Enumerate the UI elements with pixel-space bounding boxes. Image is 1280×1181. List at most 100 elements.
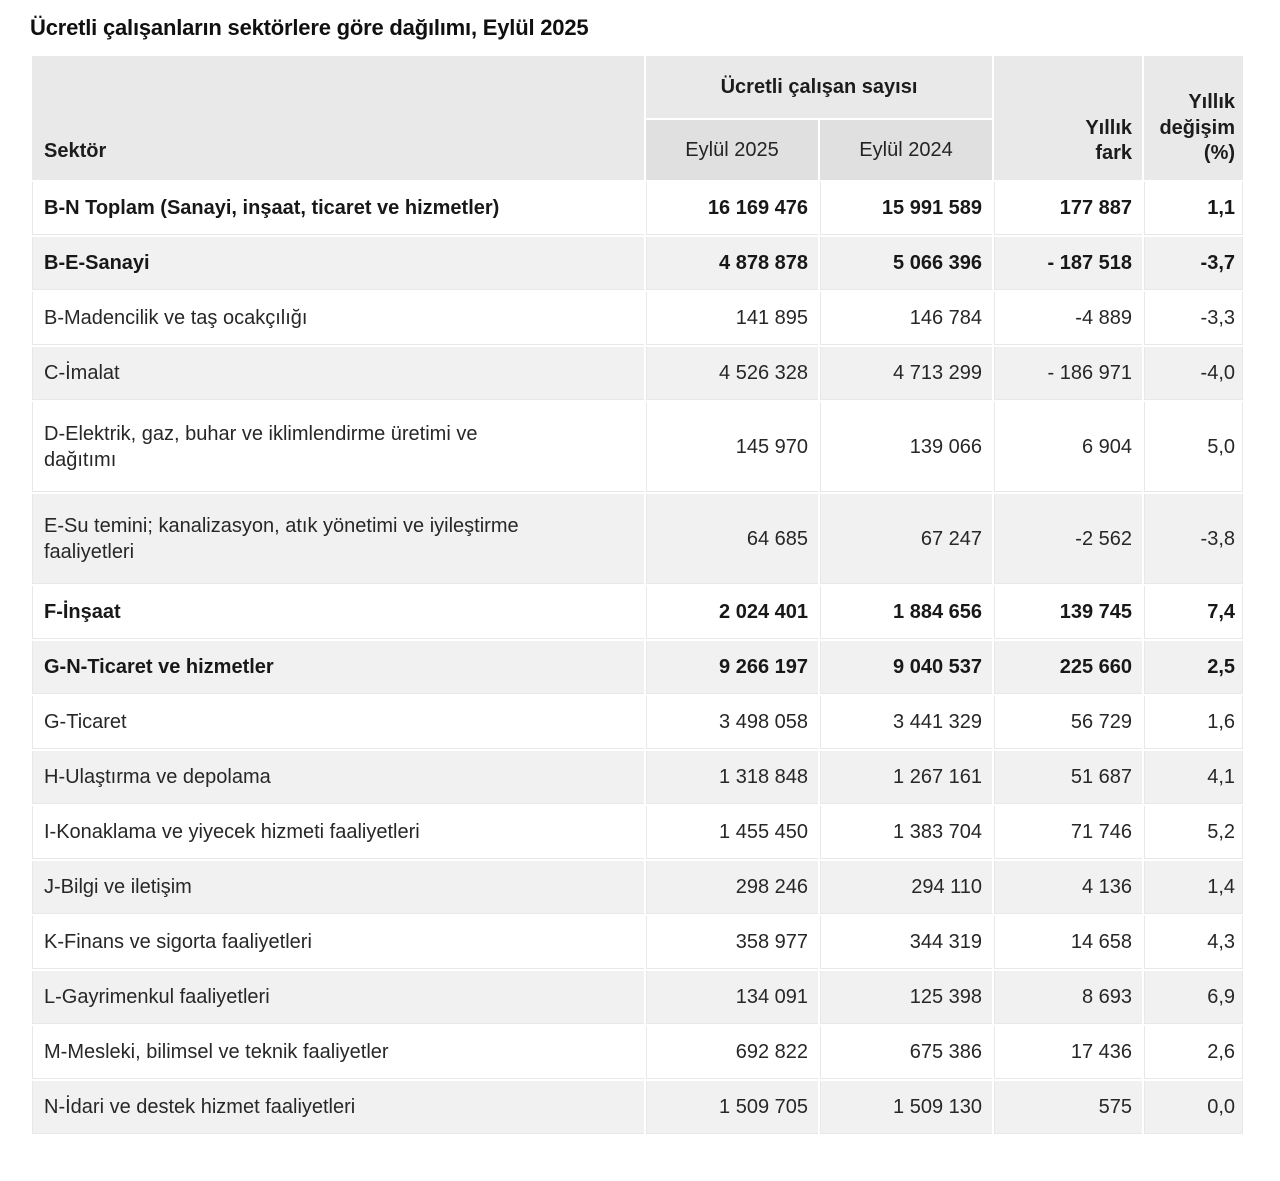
table-row: J-Bilgi ve iletişim 298 246 294 110 4 13… xyxy=(32,861,1244,914)
table-row: H-Ulaştırma ve depolama 1 318 848 1 267 … xyxy=(32,751,1244,804)
sector-cell: C-İmalat xyxy=(32,347,644,400)
col-header-annual-diff: Yıllık fark xyxy=(994,56,1143,180)
diff-cell: 4 136 xyxy=(994,861,1143,914)
value-2024-cell: 675 386 xyxy=(820,1026,993,1079)
value-2025-cell: 2 024 401 xyxy=(646,586,818,639)
pct-cell: -4,0 xyxy=(1144,347,1244,400)
sector-cell: M-Mesleki, bilimsel ve teknik faaliyetle… xyxy=(32,1026,644,1079)
pct-cell: 2,5 xyxy=(1144,641,1244,694)
value-2025-cell: 1 455 450 xyxy=(646,806,818,859)
sector-cell: B-Madencilik ve taş ocakçılığı xyxy=(32,292,644,345)
table-row: I-Konaklama ve yiyecek hizmeti faaliyetl… xyxy=(32,806,1244,859)
value-2024-cell: 294 110 xyxy=(820,861,993,914)
value-2024-cell: 146 784 xyxy=(820,292,993,345)
col-header-sector: Sektör xyxy=(32,56,644,180)
pct-cell: 4,1 xyxy=(1144,751,1244,804)
pct-cell: 4,3 xyxy=(1144,916,1244,969)
sector-cell: J-Bilgi ve iletişim xyxy=(32,861,644,914)
value-2024-cell: 5 066 396 xyxy=(820,237,993,290)
pct-cell: 6,9 xyxy=(1144,971,1244,1024)
pct-cell: 1,1 xyxy=(1144,182,1244,235)
diff-cell: 575 xyxy=(994,1081,1143,1134)
value-2024-cell: 15 991 589 xyxy=(820,182,993,235)
value-2024-cell: 344 319 xyxy=(820,916,993,969)
value-2024-cell: 9 040 537 xyxy=(820,641,993,694)
value-2025-cell: 64 685 xyxy=(646,494,818,584)
diff-cell: 51 687 xyxy=(994,751,1143,804)
diff-cell: 8 693 xyxy=(994,971,1143,1024)
value-2024-cell: 1 884 656 xyxy=(820,586,993,639)
pct-cell: 0,0 xyxy=(1144,1081,1244,1134)
value-2024-cell: 67 247 xyxy=(820,494,993,584)
sector-cell: B-N Toplam (Sanayi, inşaat, ticaret ve h… xyxy=(32,182,644,235)
pct-cell: -3,8 xyxy=(1144,494,1244,584)
diff-cell: 177 887 xyxy=(994,182,1143,235)
value-2025-cell: 3 498 058 xyxy=(646,696,818,749)
diff-cell: 17 436 xyxy=(994,1026,1143,1079)
value-2025-cell: 16 169 476 xyxy=(646,182,818,235)
table-row: L-Gayrimenkul faaliyetleri 134 091 125 3… xyxy=(32,971,1244,1024)
diff-cell: 71 746 xyxy=(994,806,1143,859)
col-header-annual-change-pct: Yıllık değişim (%) xyxy=(1144,56,1244,180)
table-row: B-N Toplam (Sanayi, inşaat, ticaret ve h… xyxy=(32,182,1244,235)
table-row: B-E-Sanayi 4 878 878 5 066 396 - 187 518… xyxy=(32,237,1244,290)
value-2024-cell: 4 713 299 xyxy=(820,347,993,400)
page: Ücretli çalışanların sektörlere göre dağ… xyxy=(30,15,1246,1136)
value-2025-cell: 9 266 197 xyxy=(646,641,818,694)
diff-cell: - 187 518 xyxy=(994,237,1143,290)
value-2025-cell: 4 526 328 xyxy=(646,347,818,400)
sector-cell: I-Konaklama ve yiyecek hizmeti faaliyetl… xyxy=(32,806,644,859)
diff-cell: - 186 971 xyxy=(994,347,1143,400)
diff-cell: 225 660 xyxy=(994,641,1143,694)
col-header-employee-count-group: Ücretli çalışan sayısı xyxy=(646,56,993,118)
col-header-sep-2025: Eylül 2025 xyxy=(646,120,818,180)
pct-cell: -3,3 xyxy=(1144,292,1244,345)
pct-cell: 5,0 xyxy=(1144,402,1244,492)
value-2025-cell: 1 318 848 xyxy=(646,751,818,804)
sector-cell: E-Su temini; kanalizasyon, atık yönetimi… xyxy=(32,494,644,584)
value-2025-cell: 298 246 xyxy=(646,861,818,914)
value-2025-cell: 4 878 878 xyxy=(646,237,818,290)
pct-cell: 1,4 xyxy=(1144,861,1244,914)
sector-cell: F-İnşaat xyxy=(32,586,644,639)
sector-cell: B-E-Sanayi xyxy=(32,237,644,290)
sector-cell: K-Finans ve sigorta faaliyetleri xyxy=(32,916,644,969)
diff-cell: -4 889 xyxy=(994,292,1143,345)
value-2025-cell: 692 822 xyxy=(646,1026,818,1079)
table-row: B-Madencilik ve taş ocakçılığı 141 895 1… xyxy=(32,292,1244,345)
diff-cell: 6 904 xyxy=(994,402,1143,492)
value-2025-cell: 141 895 xyxy=(646,292,818,345)
table-row: G-Ticaret 3 498 058 3 441 329 56 729 1,6 xyxy=(32,696,1244,749)
pct-cell: 7,4 xyxy=(1144,586,1244,639)
pct-cell: -3,7 xyxy=(1144,237,1244,290)
table-row: C-İmalat 4 526 328 4 713 299 - 186 971 -… xyxy=(32,347,1244,400)
value-2024-cell: 139 066 xyxy=(820,402,993,492)
diff-cell: 14 658 xyxy=(994,916,1143,969)
value-2025-cell: 145 970 xyxy=(646,402,818,492)
value-2025-cell: 134 091 xyxy=(646,971,818,1024)
diff-cell: 56 729 xyxy=(994,696,1143,749)
value-2024-cell: 1 383 704 xyxy=(820,806,993,859)
pct-cell: 5,2 xyxy=(1144,806,1244,859)
diff-cell: -2 562 xyxy=(994,494,1143,584)
table-row: K-Finans ve sigorta faaliyetleri 358 977… xyxy=(32,916,1244,969)
sector-distribution-table: Sektör Ücretli çalışan sayısı Yıllık far… xyxy=(30,54,1246,1136)
sector-cell: N-İdari ve destek hizmet faaliyetleri xyxy=(32,1081,644,1134)
sector-cell: D-Elektrik, gaz, buhar ve iklimlendirme … xyxy=(32,402,644,492)
table-row: N-İdari ve destek hizmet faaliyetleri 1 … xyxy=(32,1081,1244,1134)
sector-cell: H-Ulaştırma ve depolama xyxy=(32,751,644,804)
col-header-sep-2024: Eylül 2024 xyxy=(820,120,993,180)
value-2024-cell: 3 441 329 xyxy=(820,696,993,749)
value-2025-cell: 1 509 705 xyxy=(646,1081,818,1134)
value-2025-cell: 358 977 xyxy=(646,916,818,969)
value-2024-cell: 125 398 xyxy=(820,971,993,1024)
table-row: E-Su temini; kanalizasyon, atık yönetimi… xyxy=(32,494,1244,584)
value-2024-cell: 1 267 161 xyxy=(820,751,993,804)
table-row: F-İnşaat 2 024 401 1 884 656 139 745 7,4 xyxy=(32,586,1244,639)
pct-cell: 2,6 xyxy=(1144,1026,1244,1079)
sector-cell: G-Ticaret xyxy=(32,696,644,749)
value-2024-cell: 1 509 130 xyxy=(820,1081,993,1134)
sector-cell: L-Gayrimenkul faaliyetleri xyxy=(32,971,644,1024)
pct-cell: 1,6 xyxy=(1144,696,1244,749)
diff-cell: 139 745 xyxy=(994,586,1143,639)
